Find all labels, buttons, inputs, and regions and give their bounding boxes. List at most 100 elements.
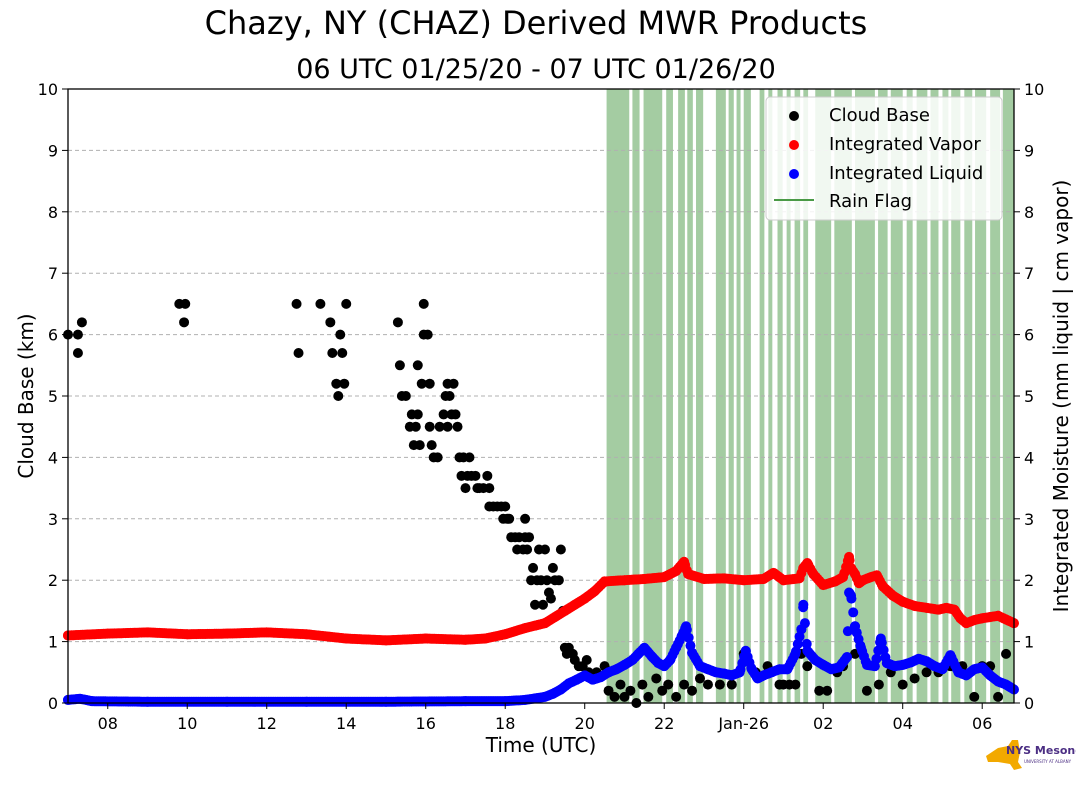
cloud-base-point	[432, 452, 443, 463]
x-tick-label: 06	[972, 714, 992, 733]
vapor-point	[718, 573, 729, 584]
vapor-point	[671, 565, 682, 576]
cloud-base-point	[414, 440, 425, 451]
y-tick-label-left: 0	[48, 694, 58, 713]
vapor-point	[818, 580, 829, 591]
legend-integrated-vapor: Integrated Vapor	[829, 134, 981, 155]
liquid-point	[929, 661, 940, 672]
liquid-point	[726, 670, 737, 681]
chart-subtitle: 06 UTC 01/25/20 - 07 UTC 01/26/20	[296, 54, 776, 85]
vapor-point	[909, 600, 920, 611]
cloud-base-point	[651, 673, 662, 684]
x-tick-label: 12	[257, 714, 277, 733]
cloud-base-point	[657, 685, 668, 696]
liquid-point	[977, 662, 988, 673]
liquid-point	[687, 647, 698, 658]
cloud-base-point	[969, 691, 980, 702]
vapor-point	[380, 635, 391, 646]
rain-flag-band	[786, 89, 791, 703]
vapor-point	[808, 569, 819, 580]
liquid-point	[846, 590, 857, 601]
cloud-base-point	[687, 685, 698, 696]
liquid-point	[913, 653, 924, 664]
liquid-point	[758, 670, 769, 681]
liquid-point	[595, 672, 606, 683]
liquid-point	[826, 664, 837, 675]
vapor-point	[599, 576, 610, 587]
cloud-base-point	[333, 391, 344, 401]
cloud-base-point	[909, 673, 920, 684]
y-tick-label-right: 8	[1024, 203, 1034, 222]
cloud-base-point	[392, 317, 403, 328]
vapor-point	[639, 573, 650, 584]
cloud-base-point	[293, 348, 304, 359]
vapor-point	[579, 593, 590, 604]
cloud-base-point	[412, 409, 423, 420]
vapor-point	[182, 629, 193, 640]
vapor-point	[857, 575, 868, 586]
liquid-point	[842, 651, 853, 662]
vapor-point	[341, 633, 352, 644]
vapor-point	[142, 627, 153, 638]
x-tick-label: 10	[177, 714, 197, 733]
legend-rain-flag: Rain Flag	[829, 191, 912, 212]
liquid-point	[790, 648, 801, 659]
liquid-point	[798, 599, 809, 610]
liquid-point	[671, 642, 682, 653]
cloud-base-point	[291, 298, 302, 309]
cloud-base-point	[603, 685, 614, 696]
rain-flag-band	[964, 89, 973, 703]
y-tick-label-left: 6	[48, 326, 58, 345]
y-tick-label-left: 1	[48, 633, 58, 652]
y-tick-label-left: 9	[48, 141, 58, 160]
cloud-base-point	[412, 360, 423, 371]
y-tick-label-left: 5	[48, 387, 58, 406]
liquid-point	[611, 664, 622, 675]
vapor-point	[933, 604, 944, 615]
liquid-point	[945, 650, 956, 661]
liquid-point	[718, 668, 729, 679]
vapor-point	[589, 586, 600, 597]
cloud-base-point	[416, 378, 427, 389]
y-tick-label-right: 9	[1024, 141, 1034, 160]
rain-flag-band	[687, 89, 693, 703]
liquid-point	[734, 667, 745, 678]
vapor-point	[844, 551, 855, 562]
cloud-base-point	[921, 667, 932, 678]
cloud-base-point	[426, 440, 437, 451]
x-tick-label: 22	[654, 714, 674, 733]
x-tick-label: 20	[575, 714, 595, 733]
cloud-base-point	[179, 317, 190, 328]
cloud-base-point	[555, 544, 566, 555]
vapor-point	[500, 629, 511, 640]
cloud-base-point	[500, 501, 511, 512]
vapor-point	[659, 572, 670, 583]
liquid-point	[555, 684, 566, 695]
vapor-point	[1001, 614, 1012, 625]
y-tick-label-left: 8	[48, 203, 58, 222]
cloud-base-point	[897, 679, 908, 690]
y-tick-label-right: 7	[1024, 264, 1034, 283]
vapor-point	[887, 590, 898, 601]
liquid-point	[848, 607, 859, 618]
cloud-base-point	[482, 470, 493, 481]
cloud-base-point	[1001, 648, 1012, 659]
liquid-point	[619, 659, 630, 670]
y-tick-label-right: 10	[1024, 80, 1044, 99]
liquid-point	[889, 661, 900, 672]
cloud-base-point	[637, 679, 648, 690]
liquid-point	[897, 659, 908, 670]
vapor-point	[802, 558, 813, 569]
liquid-point	[850, 621, 861, 632]
vapor-point	[877, 581, 888, 592]
cloud-base-point	[663, 679, 674, 690]
nys-mesonet-logo: NYS Mesonet UNIVERSITY AT ALBANY	[986, 740, 1076, 770]
y-tick-label-left: 3	[48, 510, 58, 529]
liquid-point	[539, 691, 550, 702]
rain-flag-band	[834, 89, 852, 703]
cloud-base-point	[180, 298, 191, 309]
vapor-point	[102, 628, 113, 639]
cloud-base-point	[331, 378, 342, 389]
cloud-base-point	[470, 470, 481, 481]
